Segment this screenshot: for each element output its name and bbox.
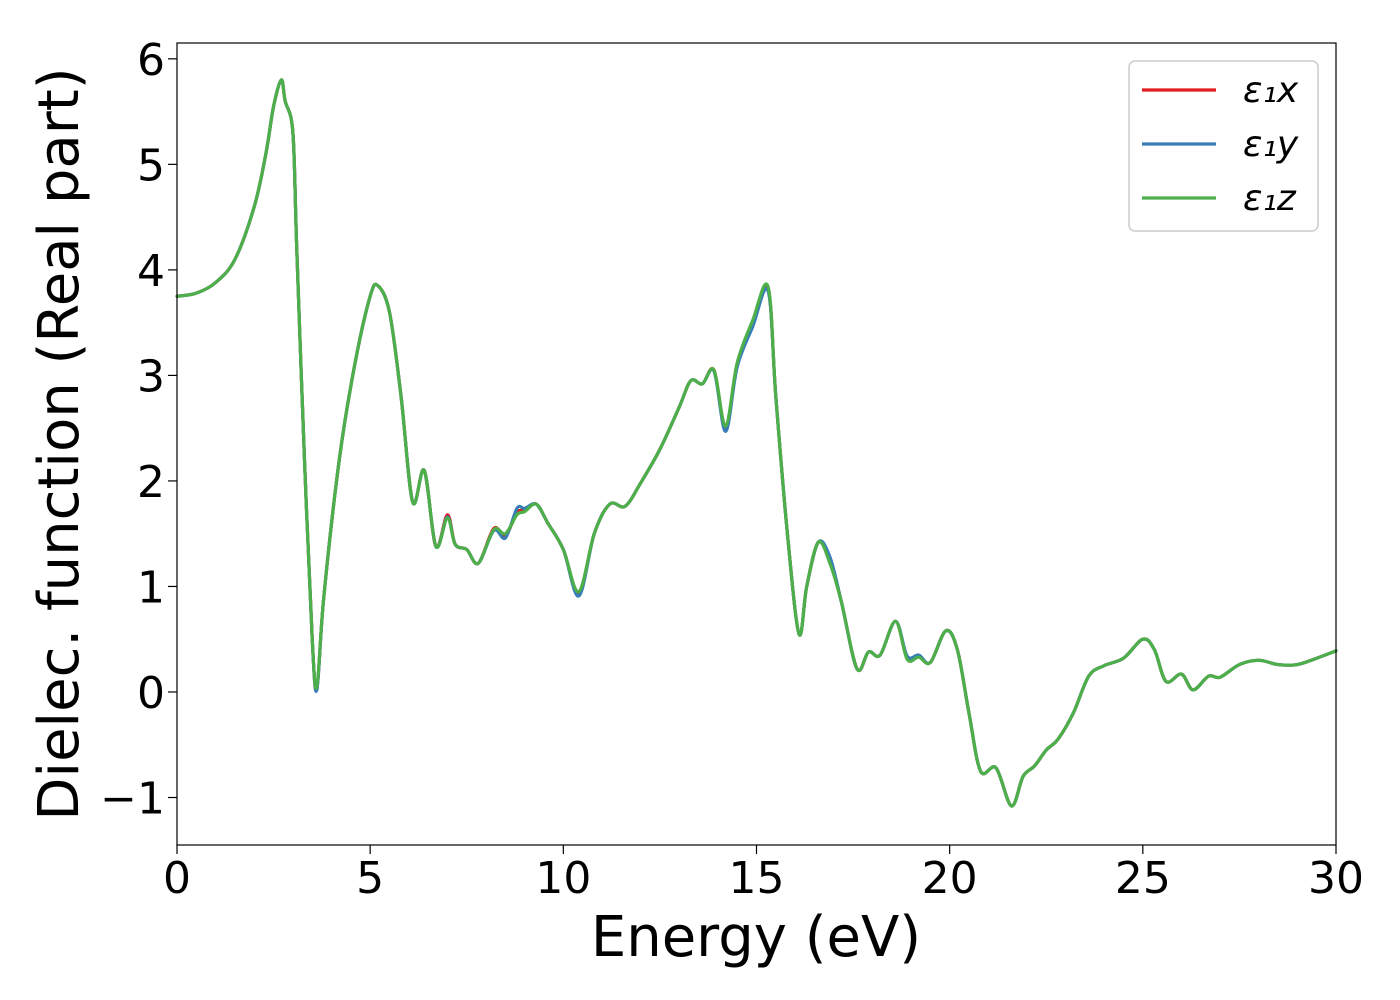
x-tick-label: 25 — [1115, 853, 1171, 904]
y-tick-label: 2 — [137, 457, 165, 508]
y-axis-ticks: −1 0 1 2 3 4 5 6 — [100, 35, 177, 825]
x-axis-label: Energy (eV) — [591, 905, 921, 970]
y-axis-label: Dielec. function (Real part) — [27, 67, 92, 820]
y-tick-label: −1 — [100, 774, 165, 825]
y-tick-label: 1 — [137, 562, 165, 613]
y-tick-label: 0 — [137, 668, 165, 719]
y-tick-label: 6 — [137, 35, 165, 86]
series-layer — [175, 78, 1338, 808]
y-tick-label: 3 — [137, 351, 165, 402]
x-tick-label: 30 — [1308, 853, 1364, 904]
legend-entries: ε₁x ε₁y ε₁z — [1142, 70, 1299, 219]
legend-label: ε₁y — [1243, 124, 1299, 165]
x-tick-label: 5 — [356, 853, 384, 904]
x-tick-label: 15 — [729, 853, 785, 904]
x-axis-ticks: 0 5 10 15 20 25 30 — [163, 845, 1364, 904]
y-tick-label: 5 — [137, 140, 165, 191]
y-tick-label: 4 — [137, 246, 165, 297]
legend: ε₁x ε₁y ε₁z — [1128, 60, 1319, 232]
x-tick-label: 10 — [535, 853, 591, 904]
legend-label: ε₁x — [1243, 70, 1299, 111]
legend-box — [1128, 60, 1319, 232]
x-tick-label: 0 — [163, 853, 191, 904]
x-tick-label: 20 — [922, 853, 978, 904]
legend-label: ε₁z — [1243, 178, 1297, 219]
series-line-3 — [175, 78, 1338, 808]
